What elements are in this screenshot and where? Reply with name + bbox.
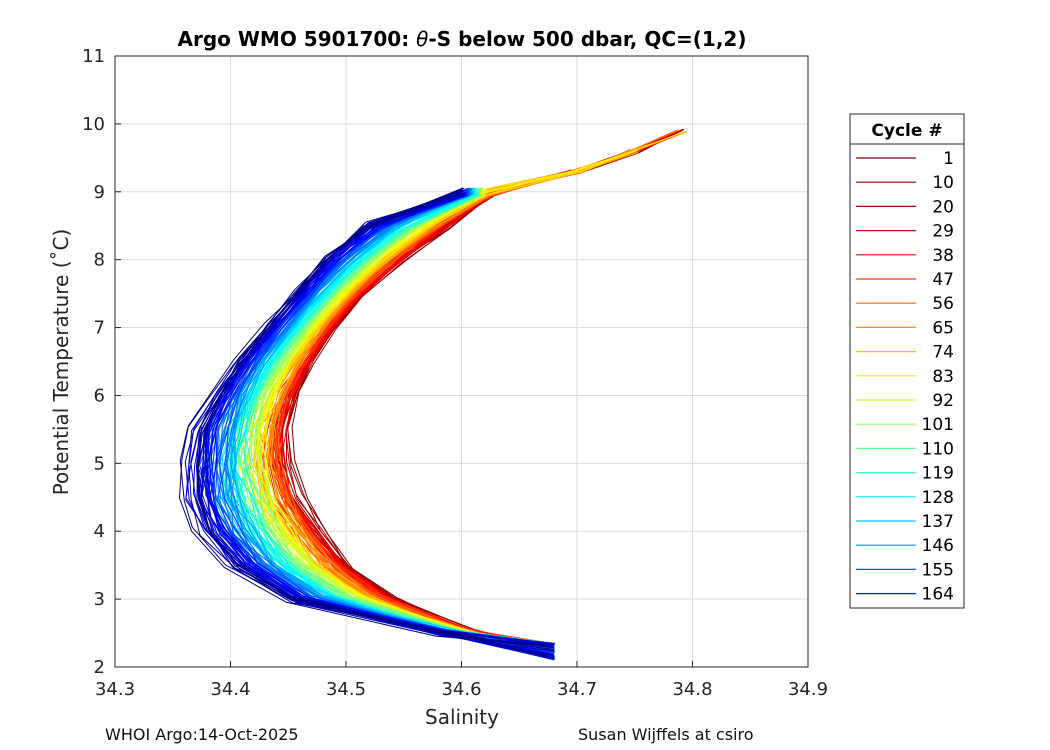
x-tick-label: 34.8: [672, 679, 712, 700]
legend-label: 38: [932, 246, 954, 266]
legend-label: 10: [932, 173, 954, 193]
x-tick-label: 34.5: [326, 679, 366, 700]
legend-label: 164: [922, 585, 954, 605]
legend-item: 137: [856, 512, 954, 532]
legend-item: 38: [856, 246, 954, 266]
footer-right: Susan Wijffels at csiro: [578, 725, 754, 744]
legend-item: 128: [856, 488, 954, 508]
legend-item: 155: [856, 560, 954, 580]
y-axis-ticks: 2 3 4 5 6 7 8 9 10 11: [82, 46, 121, 678]
legend-box: [849, 113, 965, 609]
legend-label: 20: [932, 197, 954, 217]
profile-line: [281, 172, 576, 652]
profile-line: [197, 188, 555, 649]
legend-label: 65: [932, 318, 954, 338]
legend-label: 146: [922, 536, 954, 556]
profile-curves: [179, 128, 687, 661]
legend-item: 101: [856, 415, 954, 435]
legend-label: 137: [922, 512, 954, 532]
legend-label: 101: [922, 415, 954, 435]
profile-line: [196, 193, 555, 651]
footer-left: WHOI Argo:14-Oct-2025: [105, 725, 299, 744]
legend-label: 110: [922, 439, 954, 459]
profile-line: [242, 189, 555, 653]
legend-item: 119: [856, 464, 954, 484]
legend-items: 1102029384756657483921011101191281371461…: [856, 149, 954, 605]
x-tick-label: 34.3: [95, 679, 135, 700]
x-tick-label: 34.4: [210, 679, 250, 700]
legend-item: 1: [856, 149, 954, 169]
legend-label: 47: [932, 270, 954, 290]
legend-label: 128: [922, 488, 954, 508]
legend-item: 110: [856, 439, 954, 459]
y-tick-label: 3: [94, 589, 105, 610]
legend-item: 56: [856, 294, 954, 314]
legend-item: 74: [856, 343, 954, 363]
legend-title: Cycle #: [871, 121, 942, 141]
y-tick-label: 4: [94, 521, 105, 542]
legend-item: 10: [856, 173, 954, 193]
y-tick-label: 11: [82, 46, 105, 67]
legend-label: 119: [922, 464, 954, 484]
profile-line: [230, 193, 556, 647]
y-tick-label: 8: [94, 250, 105, 271]
y-tick-label: 7: [94, 318, 105, 339]
x-axis-label: Salinity: [425, 705, 499, 729]
legend-item: 47: [856, 270, 954, 290]
profile-line: [205, 192, 555, 644]
x-axis-ticks: 34.3 34.4 34.5 34.6 34.7 34.8 34.9: [95, 661, 828, 700]
legend-label: 92: [932, 391, 954, 411]
profile-line: [230, 190, 554, 652]
x-tick-label: 34.7: [557, 679, 597, 700]
legend-label: 74: [932, 343, 954, 363]
x-tick-label: 34.9: [788, 679, 828, 700]
legend-label: 155: [922, 560, 954, 580]
legend-label: 29: [932, 222, 954, 242]
legend-label: 83: [932, 367, 954, 387]
legend: Cycle # 11020293847566574839210111011912…: [849, 113, 965, 609]
profile-line: [223, 193, 555, 651]
legend-label: 56: [932, 294, 954, 314]
legend-label: 1: [943, 149, 954, 169]
legend-item: 83: [856, 367, 954, 387]
legend-item: 164: [856, 585, 954, 605]
y-tick-label: 6: [94, 385, 105, 406]
profile-line: [279, 170, 577, 651]
legend-item: 20: [856, 197, 954, 217]
y-tick-label: 10: [82, 114, 105, 135]
profile-line: [209, 188, 555, 659]
x-tick-label: 34.6: [441, 679, 481, 700]
profile-line: [179, 192, 554, 647]
profile-line: [264, 194, 555, 648]
grid-lines: [114, 55, 809, 668]
y-tick-label: 2: [94, 657, 105, 678]
legend-item: 92: [856, 391, 954, 411]
legend-item: 29: [856, 222, 954, 242]
y-tick-label: 5: [94, 453, 105, 474]
y-tick-label: 9: [94, 182, 105, 203]
profile-line: [209, 188, 554, 656]
y-axis-label: Potential Temperature (˚C): [49, 229, 73, 496]
chart-title: Argo WMO 5901700: θ-S below 500 dbar, QC…: [178, 27, 747, 51]
legend-item: 146: [856, 536, 954, 556]
legend-item: 65: [856, 318, 954, 338]
profile-line: [275, 149, 640, 660]
